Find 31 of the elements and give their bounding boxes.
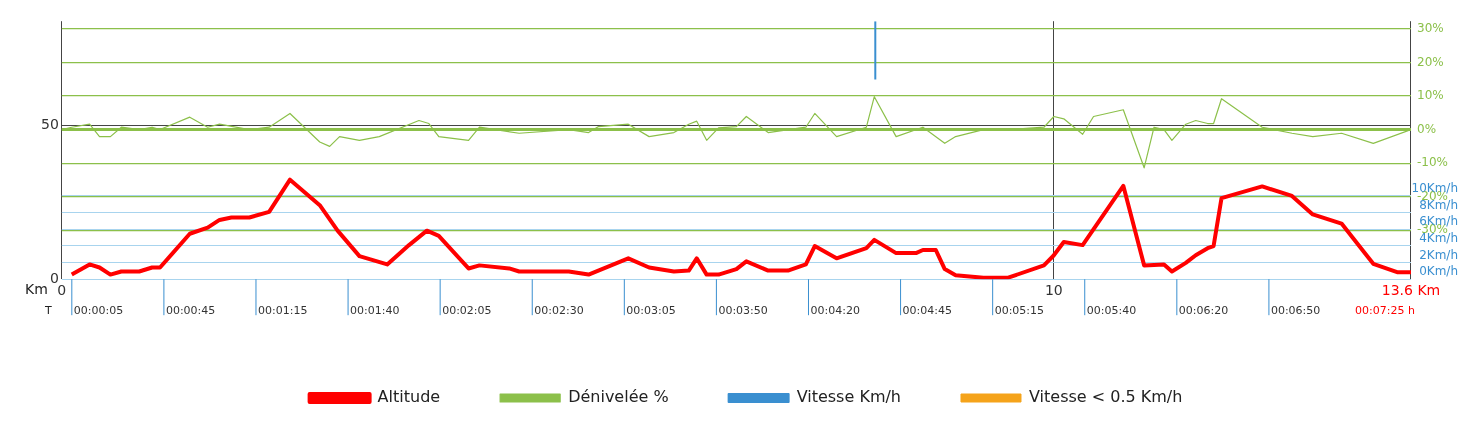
text: 00:06:20 [1178,303,1229,317]
text: 00:05:40 [1086,303,1137,317]
text: 00:06:50 [1270,303,1321,317]
legend-label: Vitesse Km/h [796,387,901,407]
x-axis-title: Km [24,280,48,297]
x-tick-label: 13.6 Km [1381,282,1441,299]
y2-tick-label: 30% [1417,21,1444,36]
y2-tick-label: 10% [1417,88,1444,103]
y-tick-label: 50 [40,116,59,133]
text: 00:02:05 [442,303,492,317]
legend-label: Vitesse < 0.5 Km/h [1028,387,1183,407]
text: 00:03:50 [718,303,768,317]
y2-tick-label: -10% [1417,155,1449,170]
text: 00:01:40 [350,303,400,317]
text: 00:05:15 [994,303,1045,317]
legend-label: Altitude [377,387,441,407]
y3-tick-label: 0Km/h [1419,264,1458,279]
text: 00:00:45 [165,303,216,317]
text: 00:02:30 [534,303,584,317]
y2-tick-label: 20% [1417,54,1444,69]
x-tick-label: 10 [1044,282,1063,299]
text: 00:04:45 [902,303,952,317]
text: 00:01:15 [257,303,308,317]
y2-tick-label: 0% [1417,121,1437,136]
legend-label: Dénivelée % [568,387,669,407]
text: 00:03:05 [626,303,676,317]
y3-tick-label: 2Km/h [1419,247,1458,262]
text: 00:04:20 [810,303,860,317]
text: 00:00:05 [73,303,124,317]
text: 00:07:25 h [1355,303,1416,317]
text: T [44,303,53,317]
